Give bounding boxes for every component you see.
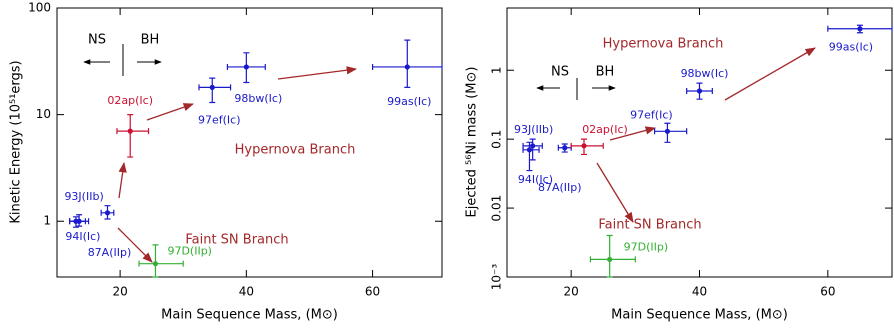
data-point	[581, 143, 587, 149]
arrow	[596, 162, 634, 223]
x-tick-label: 60	[365, 285, 380, 299]
y-tick-label: 100	[28, 1, 51, 15]
x-error-bar	[589, 256, 636, 263]
y-axis-title: Kinetic Energy (10⁵¹ergs)	[9, 60, 24, 223]
data-point	[243, 64, 249, 70]
point-label: 97D(IIp)	[624, 240, 669, 253]
annotation: BH	[141, 33, 160, 48]
arrow	[609, 126, 657, 141]
arrow	[277, 66, 358, 80]
annotation: BH	[596, 65, 615, 80]
arrow	[117, 227, 153, 263]
arrow	[118, 161, 127, 199]
y-tick-label: 0.1	[490, 130, 504, 149]
data-point	[696, 88, 703, 94]
x-tick-label: 20	[112, 285, 127, 299]
point-label: 98bw(Ic)	[234, 92, 282, 105]
data-point	[127, 128, 133, 134]
point-label: 97ef(Ic)	[198, 113, 241, 126]
x-tick-label: 40	[239, 285, 254, 299]
y-error-bar	[152, 244, 159, 278]
point-label: 87A(IIp)	[538, 181, 582, 194]
point-label: 93J(IIb)	[514, 123, 553, 136]
x-tick-label: 60	[820, 285, 835, 299]
data-point	[73, 218, 79, 224]
point-label: 02ap(Ic)	[582, 123, 628, 136]
annotation: Hypernova Branch	[603, 37, 724, 52]
data-point	[104, 210, 111, 216]
point-label: 93J(IIb)	[64, 190, 103, 203]
x-error-bar	[570, 142, 604, 149]
point-label: 97ef(Ic)	[630, 108, 673, 121]
y-error-bar	[404, 39, 411, 89]
point-label: 97D(IIp)	[167, 245, 212, 258]
y-error-bar	[526, 141, 533, 172]
data-point	[664, 128, 671, 134]
point-label: 99as(Ic)	[387, 95, 431, 108]
y-tick-label: 10	[36, 107, 51, 121]
x-tick-label: 20	[564, 285, 579, 299]
point-label: 94I(Ic)	[65, 230, 100, 243]
y-tick-label: 0.01	[490, 195, 504, 222]
y-tick-label: 1	[490, 66, 504, 74]
data-point	[526, 147, 533, 153]
point-label: 87A(IIp)	[88, 246, 132, 259]
x-axis-title: Main Sequence Mass, (M⊙)	[611, 308, 788, 323]
x-error-bar	[653, 128, 688, 135]
arrow	[724, 47, 816, 101]
data-point	[607, 256, 613, 263]
annotation: Faint SN Branch	[185, 233, 288, 248]
plot-frame	[56, 7, 443, 278]
data-point	[152, 261, 159, 267]
y-tick-label: 10⁻³	[490, 264, 504, 291]
x-tick-label: 40	[692, 285, 707, 299]
annotation: NS	[88, 33, 106, 48]
y-error-bar	[606, 234, 613, 278]
data-point	[209, 84, 215, 91]
y-error-bar	[127, 114, 134, 158]
data-point	[404, 64, 410, 70]
x-error-bar	[138, 260, 184, 267]
annotation: Hypernova Branch	[235, 143, 356, 158]
data-point	[562, 145, 568, 151]
annotation: Faint SN Branch	[598, 218, 701, 233]
point-label: 98bw(Ic)	[681, 67, 729, 80]
y-axis-title: Ejected ⁵⁶Ni mass (M⊙)	[465, 67, 480, 218]
data-point	[530, 143, 536, 149]
y-error-bar	[209, 77, 216, 104]
point-label: 02ap(Ic)	[107, 94, 153, 107]
point-label: 94I(Ic)	[518, 173, 553, 186]
annotation: NS	[551, 65, 569, 80]
point-label: 99as(Ic)	[829, 41, 873, 54]
data-point	[857, 26, 863, 32]
arrow	[146, 103, 194, 121]
y-tick-label: 1	[43, 214, 51, 228]
x-axis-title: Main Sequence Mass, (M⊙)	[161, 308, 338, 323]
